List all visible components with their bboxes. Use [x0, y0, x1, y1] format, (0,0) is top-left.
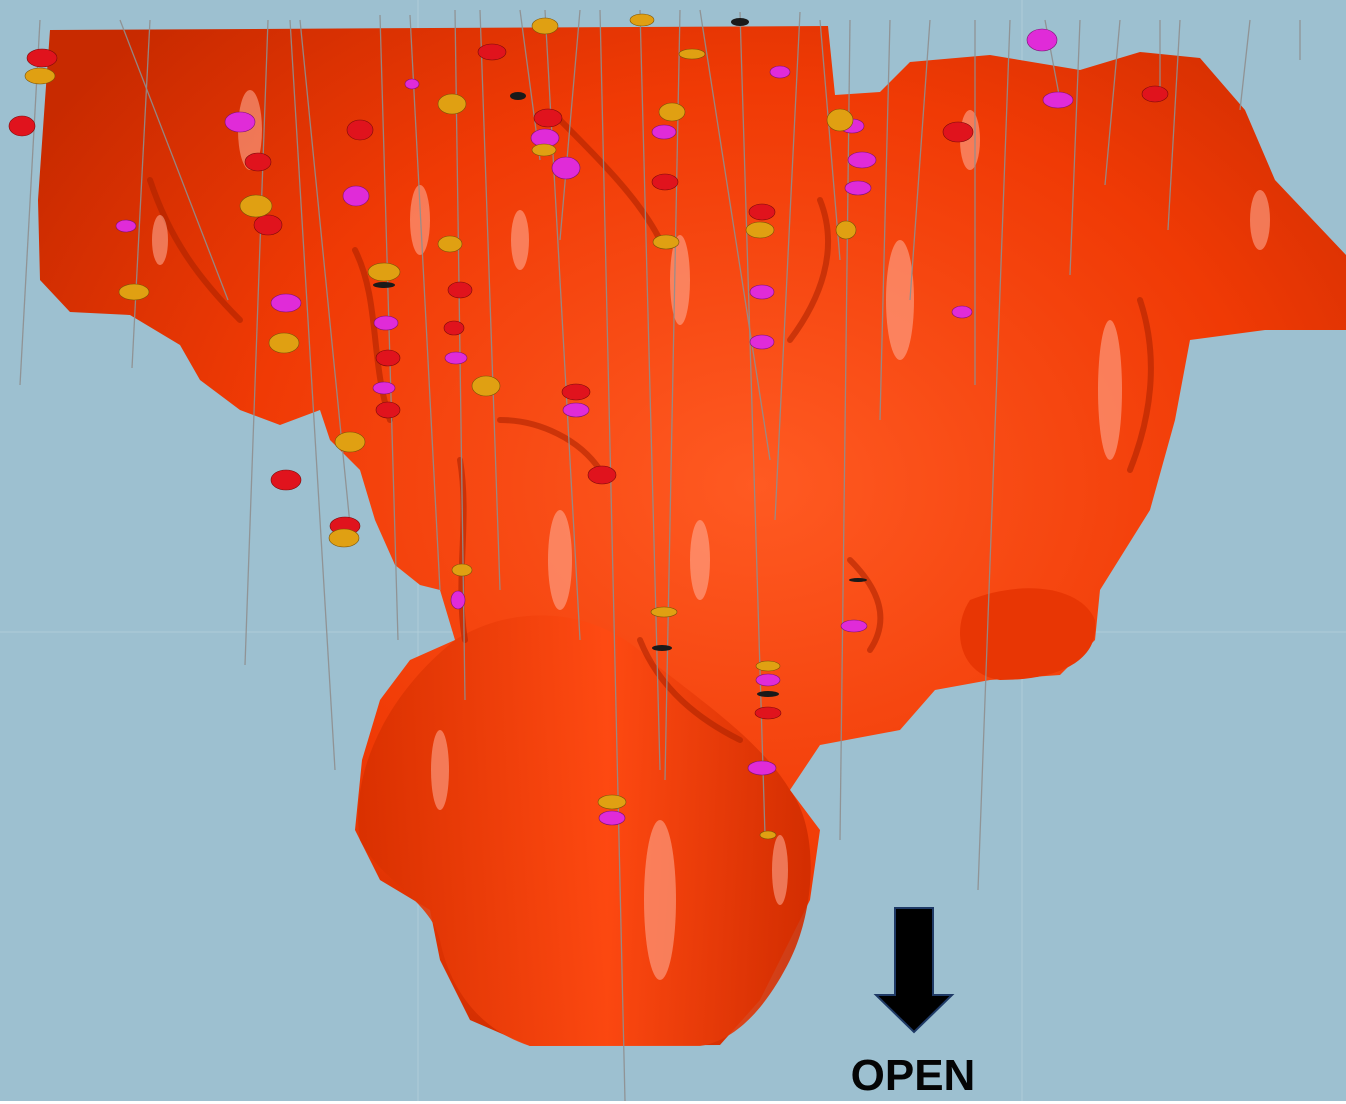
drillhole-traces [19, 9, 1301, 1101]
assay-markers [8, 13, 1169, 840]
arrow-down-icon [873, 907, 955, 1034]
orebody-solid [38, 26, 1346, 1046]
open-direction-label: OPEN [850, 1051, 976, 1100]
